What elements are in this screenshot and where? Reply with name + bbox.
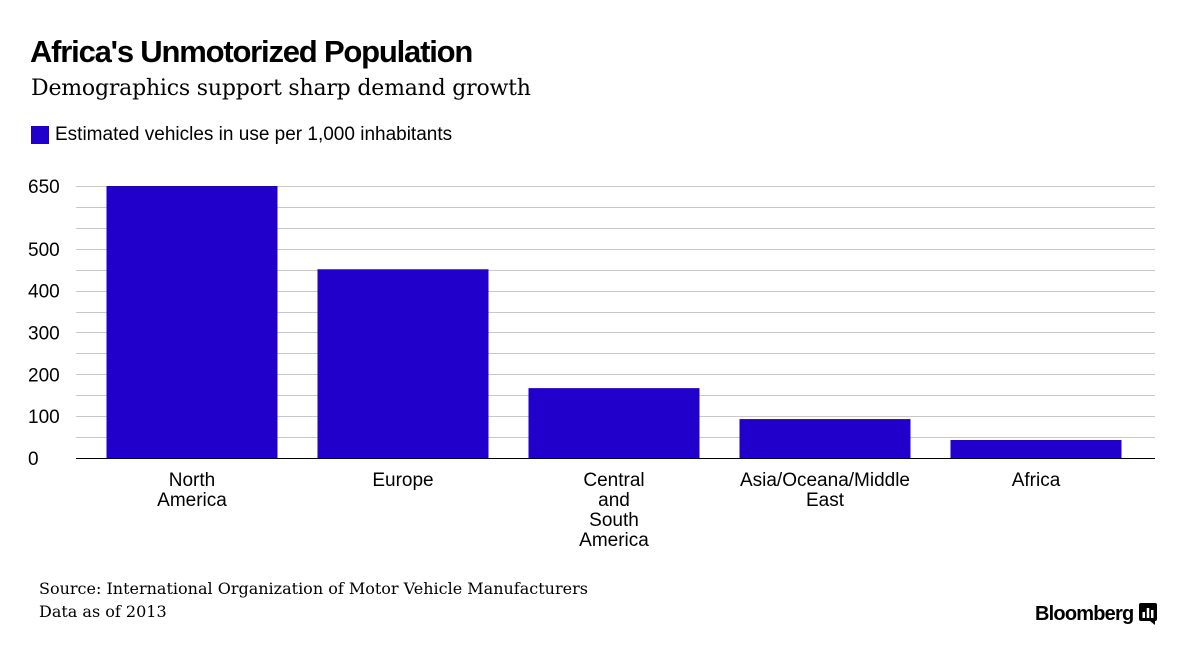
legend-swatch: [31, 126, 49, 144]
bar: [528, 388, 700, 458]
source-note: Source: International Organization of Mo…: [39, 579, 588, 598]
chart-legend: Estimated vehicles in use per 1,000 inha…: [31, 123, 452, 147]
y-tick-label: 200: [28, 365, 60, 386]
y-tick-label: 0: [28, 449, 39, 470]
x-category-label: North America: [157, 470, 227, 511]
y-tick-label: 650: [28, 177, 60, 198]
y-tick-label: 400: [28, 282, 60, 303]
y-tick-label: 300: [28, 323, 60, 344]
brand-name: Bloomberg: [1035, 603, 1134, 625]
x-category-label: Asia/Oceana/Middle East: [740, 470, 910, 511]
bar: [739, 419, 911, 458]
x-category-label: Europe: [372, 470, 433, 491]
y-tick-label: 500: [28, 240, 60, 261]
x-category-label: Central and South America: [579, 470, 649, 551]
y-axis-ticks: 0 100 200 300 400 500 650: [28, 177, 60, 470]
bloomberg-logo: Bloomberg: [1035, 601, 1158, 627]
data-date-note: Data as of 2013: [39, 602, 167, 621]
x-axis-labels: North America Europe Central and South America…: [157, 470, 1061, 551]
chart-title: Africa's Unmotorized Population: [30, 34, 473, 69]
bar: [317, 269, 489, 458]
bloomberg-terminal-icon: [1139, 603, 1158, 625]
x-category-label: Africa: [1012, 470, 1061, 491]
bars: [106, 186, 1122, 458]
legend-label: Estimated vehicles in use per 1,000 inha…: [55, 124, 453, 145]
chart-subtitle: Demographics support sharp demand growth: [31, 76, 531, 101]
bar: [950, 440, 1122, 458]
bar: [106, 186, 278, 458]
y-tick-label: 100: [28, 407, 60, 428]
